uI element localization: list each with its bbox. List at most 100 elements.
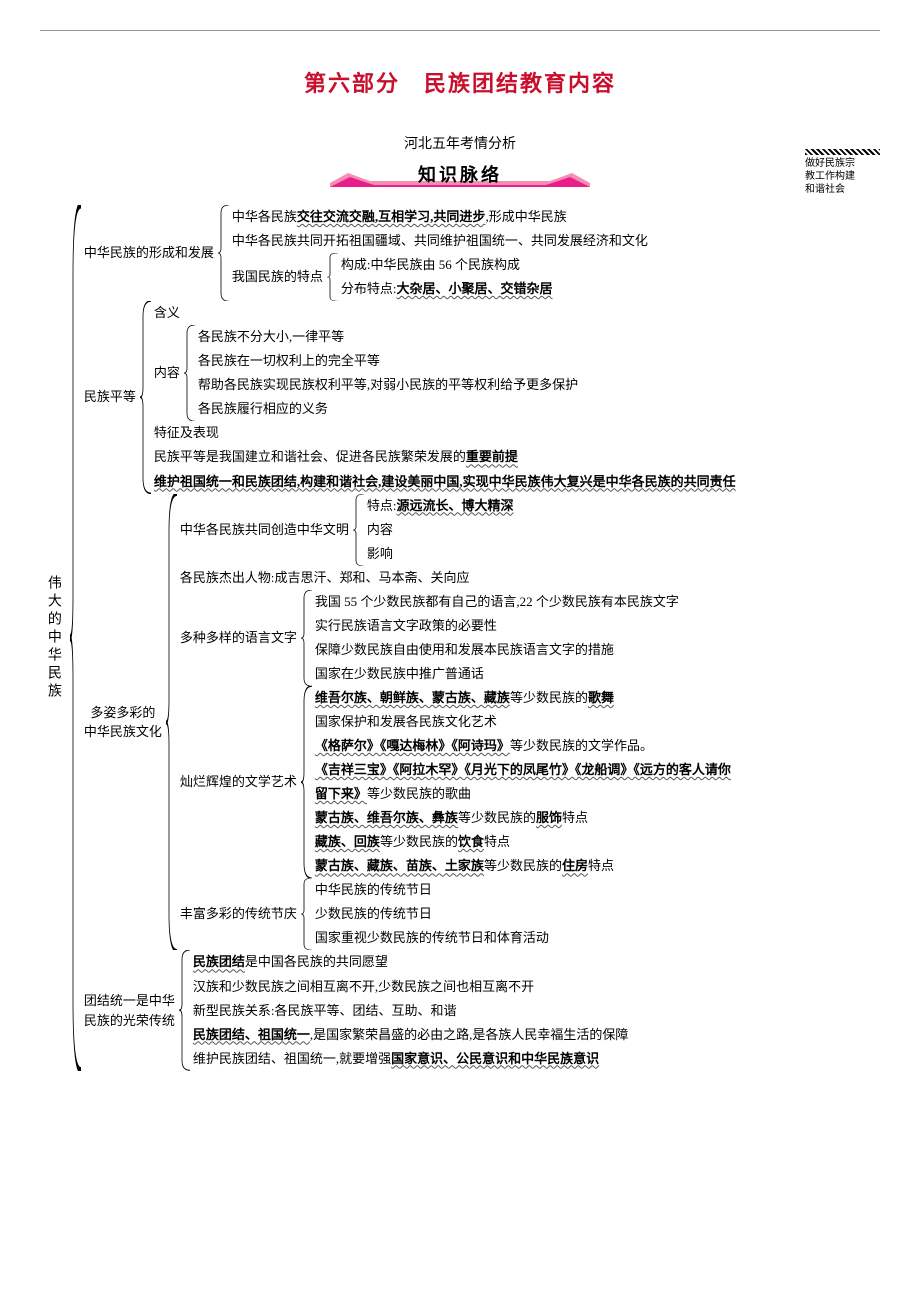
leaf: 中华各民族交往交流交融,互相学习,共同进步,形成中华民族 [230,205,880,229]
side-note-line: 和谐社会 [805,183,880,196]
text-emphasis: 歌舞 [588,690,614,705]
text: 是中国各民族的共同愿望 [245,954,388,969]
brace-icon [301,686,313,878]
brace-icon [184,325,196,421]
section-unity: 团结统一是中华 民族的光荣传统 民族团结是中国各民族的共同愿望 汉族和少数民族之… [82,950,880,1070]
text-emphasis: 源远流长、博大精深 [397,498,514,513]
stripes-icon [805,149,880,155]
leaf: 汉族和少数民族之间相互离不开,少数民族之间也相互离不开 [191,975,880,999]
text: 多姿多彩的 [90,703,155,723]
text: 特点: [367,498,397,513]
text-emphasis: 《格萨尔》《嘎达梅林》《阿诗玛》 [315,738,510,753]
leaf: 《吉祥三宝》《阿拉木罕》《月光下的凤尾竹》《龙船调》《远方的客人请你 [313,758,880,782]
children: 我国 55 个少数民族都有自己的语言,22 个少数民族有本民族文字 实行民族语言… [313,590,880,686]
text-emphasis: 民族团结、祖国统一 [193,1027,310,1042]
text: 等少数民族的歌曲 [367,786,471,801]
text-emphasis: 蒙古族、维吾尔族、彝族 [315,810,458,825]
text: 等少数民族的 [484,858,562,873]
leaf: 内容 [365,518,880,542]
leaf: 分布特点:大杂居、小聚居、交错杂居 [339,277,880,301]
brace-icon [70,205,82,1071]
text-emphasis: 饮食 [458,834,484,849]
text-emphasis: 藏族、回族 [315,834,380,849]
leaf: 各民族履行相应的义务 [196,397,880,421]
sub-language: 多种多样的语言文字 我国 55 个少数民族都有自己的语言,22 个少数民族有本民… [178,590,880,686]
brace-icon [166,494,178,951]
sub-civilization: 中华各民族共同创造中华文明 特点:源远流长、博大精深 内容 影响 [178,494,880,566]
text: 中华各民族 [232,209,297,224]
node-label: 多姿多彩的 中华民族文化 [82,494,166,951]
leaf: 我国 55 个少数民族都有自己的语言,22 个少数民族有本民族文字 [313,590,880,614]
leaf: 民族团结、祖国统一,是国家繁荣昌盛的必由之路,是各族人民幸福生活的保障 [191,1023,880,1047]
leaf: 各民族在一切权利上的完全平等 [196,349,880,373]
section-formation: 中华民族的形成和发展 中华各民族交往交流交融,互相学习,共同进步,形成中华民族 … [82,205,880,301]
leaf: 国家保护和发展各民族文化艺术 [313,710,880,734]
sub-festivals: 丰富多彩的传统节庆 中华民族的传统节日 少数民族的传统节日 国家重视少数民族的传… [178,878,880,950]
text: 等少数民族的文学作品。 [510,738,653,753]
page-subtitle: 河北五年考情分析 [40,133,880,153]
text: ,形成中华民族 [485,209,566,224]
side-note-line: 做好民族宗 [805,157,880,170]
children: 含义 内容 各民族不分大小,一律平等 各民族在一切权利上的完全平等 帮助各民族实… [152,301,880,493]
text-emphasis: 蒙古族、藏族、苗族、土家族 [315,858,484,873]
leaf: 特点:源远流长、博大精深 [365,494,880,518]
text: 特点 [484,834,510,849]
leaf: 《格萨尔》《嘎达梅林》《阿诗玛》等少数民族的文学作品。 [313,734,880,758]
children: 民族团结是中国各民族的共同愿望 汉族和少数民族之间相互离不开,少数民族之间也相互… [191,950,880,1070]
brace-icon [218,205,230,301]
leaf: 留下来》等少数民族的歌曲 [313,782,880,806]
text-emphasis: 维吾尔族、朝鲜族、蒙古族、藏族 [315,690,510,705]
sub-features: 我国民族的特点 构成:中华民族由 56 个民族构成 分布特点:大杂居、小聚居、交… [230,253,880,301]
side-note: 做好民族宗 教工作构建 和谐社会 [805,149,880,196]
node-label: 民族平等 [82,301,140,493]
section-culture: 多姿多彩的 中华民族文化 中华各民族共同创造中华文明 特点:源远流长、博大精深 … [82,494,880,951]
leaf: 藏族、回族等少数民族的饮食特点 [313,830,880,854]
text-emphasis: 民族团结 [193,954,245,969]
sub-arts: 灿烂辉煌的文学艺术 维吾尔族、朝鲜族、蒙古族、藏族等少数民族的歌舞 国家保护和发… [178,686,880,878]
leaf: 帮助各民族实现民族权利平等,对弱小民族的平等权利给予更多保护 [196,373,880,397]
node-label: 多种多样的语言文字 [178,590,301,686]
text: 民族平等是我国建立和谐社会、促进各民族繁荣发展的 [154,449,466,464]
text: 特点 [562,810,588,825]
children: 中华各民族交往交流交融,互相学习,共同进步,形成中华民族 中华各民族共同开拓祖国… [230,205,880,301]
side-note-line: 教工作构建 [805,170,880,183]
leaf: 新型民族关系:各民族平等、团结、互助、和谐 [191,999,880,1023]
page: 第六部分 民族团结教育内容 河北五年考情分析 知识脉络 做好民族宗 教工作构建 … [0,0,920,1101]
top-rule [40,30,880,31]
banner: 知识脉络 [330,159,590,187]
page-title: 第六部分 民族团结教育内容 [40,66,880,98]
text: 团结统一是中华 [84,991,175,1011]
leaf: 维吾尔族、朝鲜族、蒙古族、藏族等少数民族的歌舞 [313,686,880,710]
leaf: 蒙古族、维吾尔族、彝族等少数民族的服饰特点 [313,806,880,830]
leaf: 构成:中华民族由 56 个民族构成 [339,253,880,277]
node-label: 中华各民族共同创造中华文明 [178,494,353,566]
text: 等少数民族的 [458,810,536,825]
node-label: 团结统一是中华 民族的光荣传统 [82,950,179,1070]
root-label-wrap: 伟大的中华民族 [40,205,70,1071]
brace-icon [179,950,191,1070]
leaf: 中华各民族共同开拓祖国疆域、共同维护祖国统一、共同发展经济和文化 [230,229,880,253]
leaf: 保障少数民族自由使用和发展本民族语言文字的措施 [313,638,880,662]
leaf: 含义 [152,301,880,325]
brace-icon [327,253,339,301]
text: 等少数民族的 [510,690,588,705]
text-emphasis: 服饰 [536,810,562,825]
text-emphasis: 大杂居、小聚居、交错杂居 [397,281,553,296]
node-label: 内容 [152,325,184,421]
brace-icon [301,590,313,686]
text: ,是国家繁荣昌盛的必由之路,是各族人民幸福生活的保障 [310,1027,629,1042]
children: 构成:中华民族由 56 个民族构成 分布特点:大杂居、小聚居、交错杂居 [339,253,880,301]
leaf: 影响 [365,542,880,566]
leaf: 国家在少数民族中推广普通话 [313,662,880,686]
text-emphasis: 留下来》 [315,786,367,801]
banner-wrap: 知识脉络 做好民族宗 教工作构建 和谐社会 [40,159,880,195]
leaf: 国家重视少数民族的传统节日和体育活动 [313,926,880,950]
node-label: 我国民族的特点 [230,253,327,301]
node-label: 丰富多彩的传统节庆 [178,878,301,950]
text: 民族的光荣传统 [84,1011,175,1031]
children: 中华各民族共同创造中华文明 特点:源远流长、博大精深 内容 影响 各民族杰出人物… [178,494,880,951]
leaf: 民族平等是我国建立和谐社会、促进各民族繁荣发展的重要前提 [152,445,880,469]
tree: 伟大的中华民族 中华民族的形成和发展 中华各民族交往交流交融,互相学习,共同进步… [40,205,880,1071]
text: 特点 [588,858,614,873]
leaf: 中华民族的传统节日 [313,878,880,902]
